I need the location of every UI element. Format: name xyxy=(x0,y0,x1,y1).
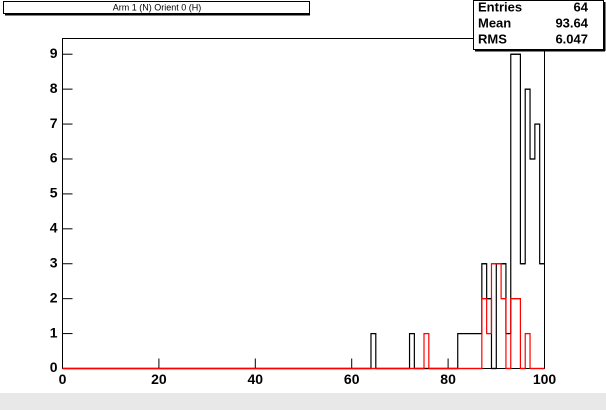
y-tick-label: 5 xyxy=(50,185,58,201)
stats-value: 93.64 xyxy=(555,15,588,30)
y-tick-label: 0 xyxy=(50,359,58,375)
status-strip xyxy=(0,393,606,410)
chart-title: Arm 1 (N) Orient 0 (H) xyxy=(113,2,202,12)
x-tick-label: 40 xyxy=(248,371,264,387)
x-tick-label: 100 xyxy=(533,371,557,387)
frame xyxy=(62,38,545,369)
stats-label: RMS xyxy=(478,31,507,46)
stats-value: 64 xyxy=(574,0,589,14)
x-tick-label: 0 xyxy=(59,371,67,387)
stats-label: Entries xyxy=(478,0,522,14)
y-tick-label: 3 xyxy=(50,254,58,270)
stats-label: Mean xyxy=(478,15,511,30)
x-tick-label: 20 xyxy=(151,371,167,387)
y-tick-label: 1 xyxy=(50,324,58,340)
y-tick-label: 6 xyxy=(50,150,58,166)
x-tick-label: 60 xyxy=(344,371,360,387)
step-connector xyxy=(62,263,545,370)
y-tick-label: 8 xyxy=(50,80,58,96)
y-tick-label: 9 xyxy=(50,45,58,61)
x-tick-label: 80 xyxy=(440,371,456,387)
y-tick-label: 2 xyxy=(50,289,58,305)
y-tick-label: 7 xyxy=(50,115,58,131)
stats-value: 6.047 xyxy=(555,31,588,46)
y-tick-label: 4 xyxy=(50,220,58,236)
